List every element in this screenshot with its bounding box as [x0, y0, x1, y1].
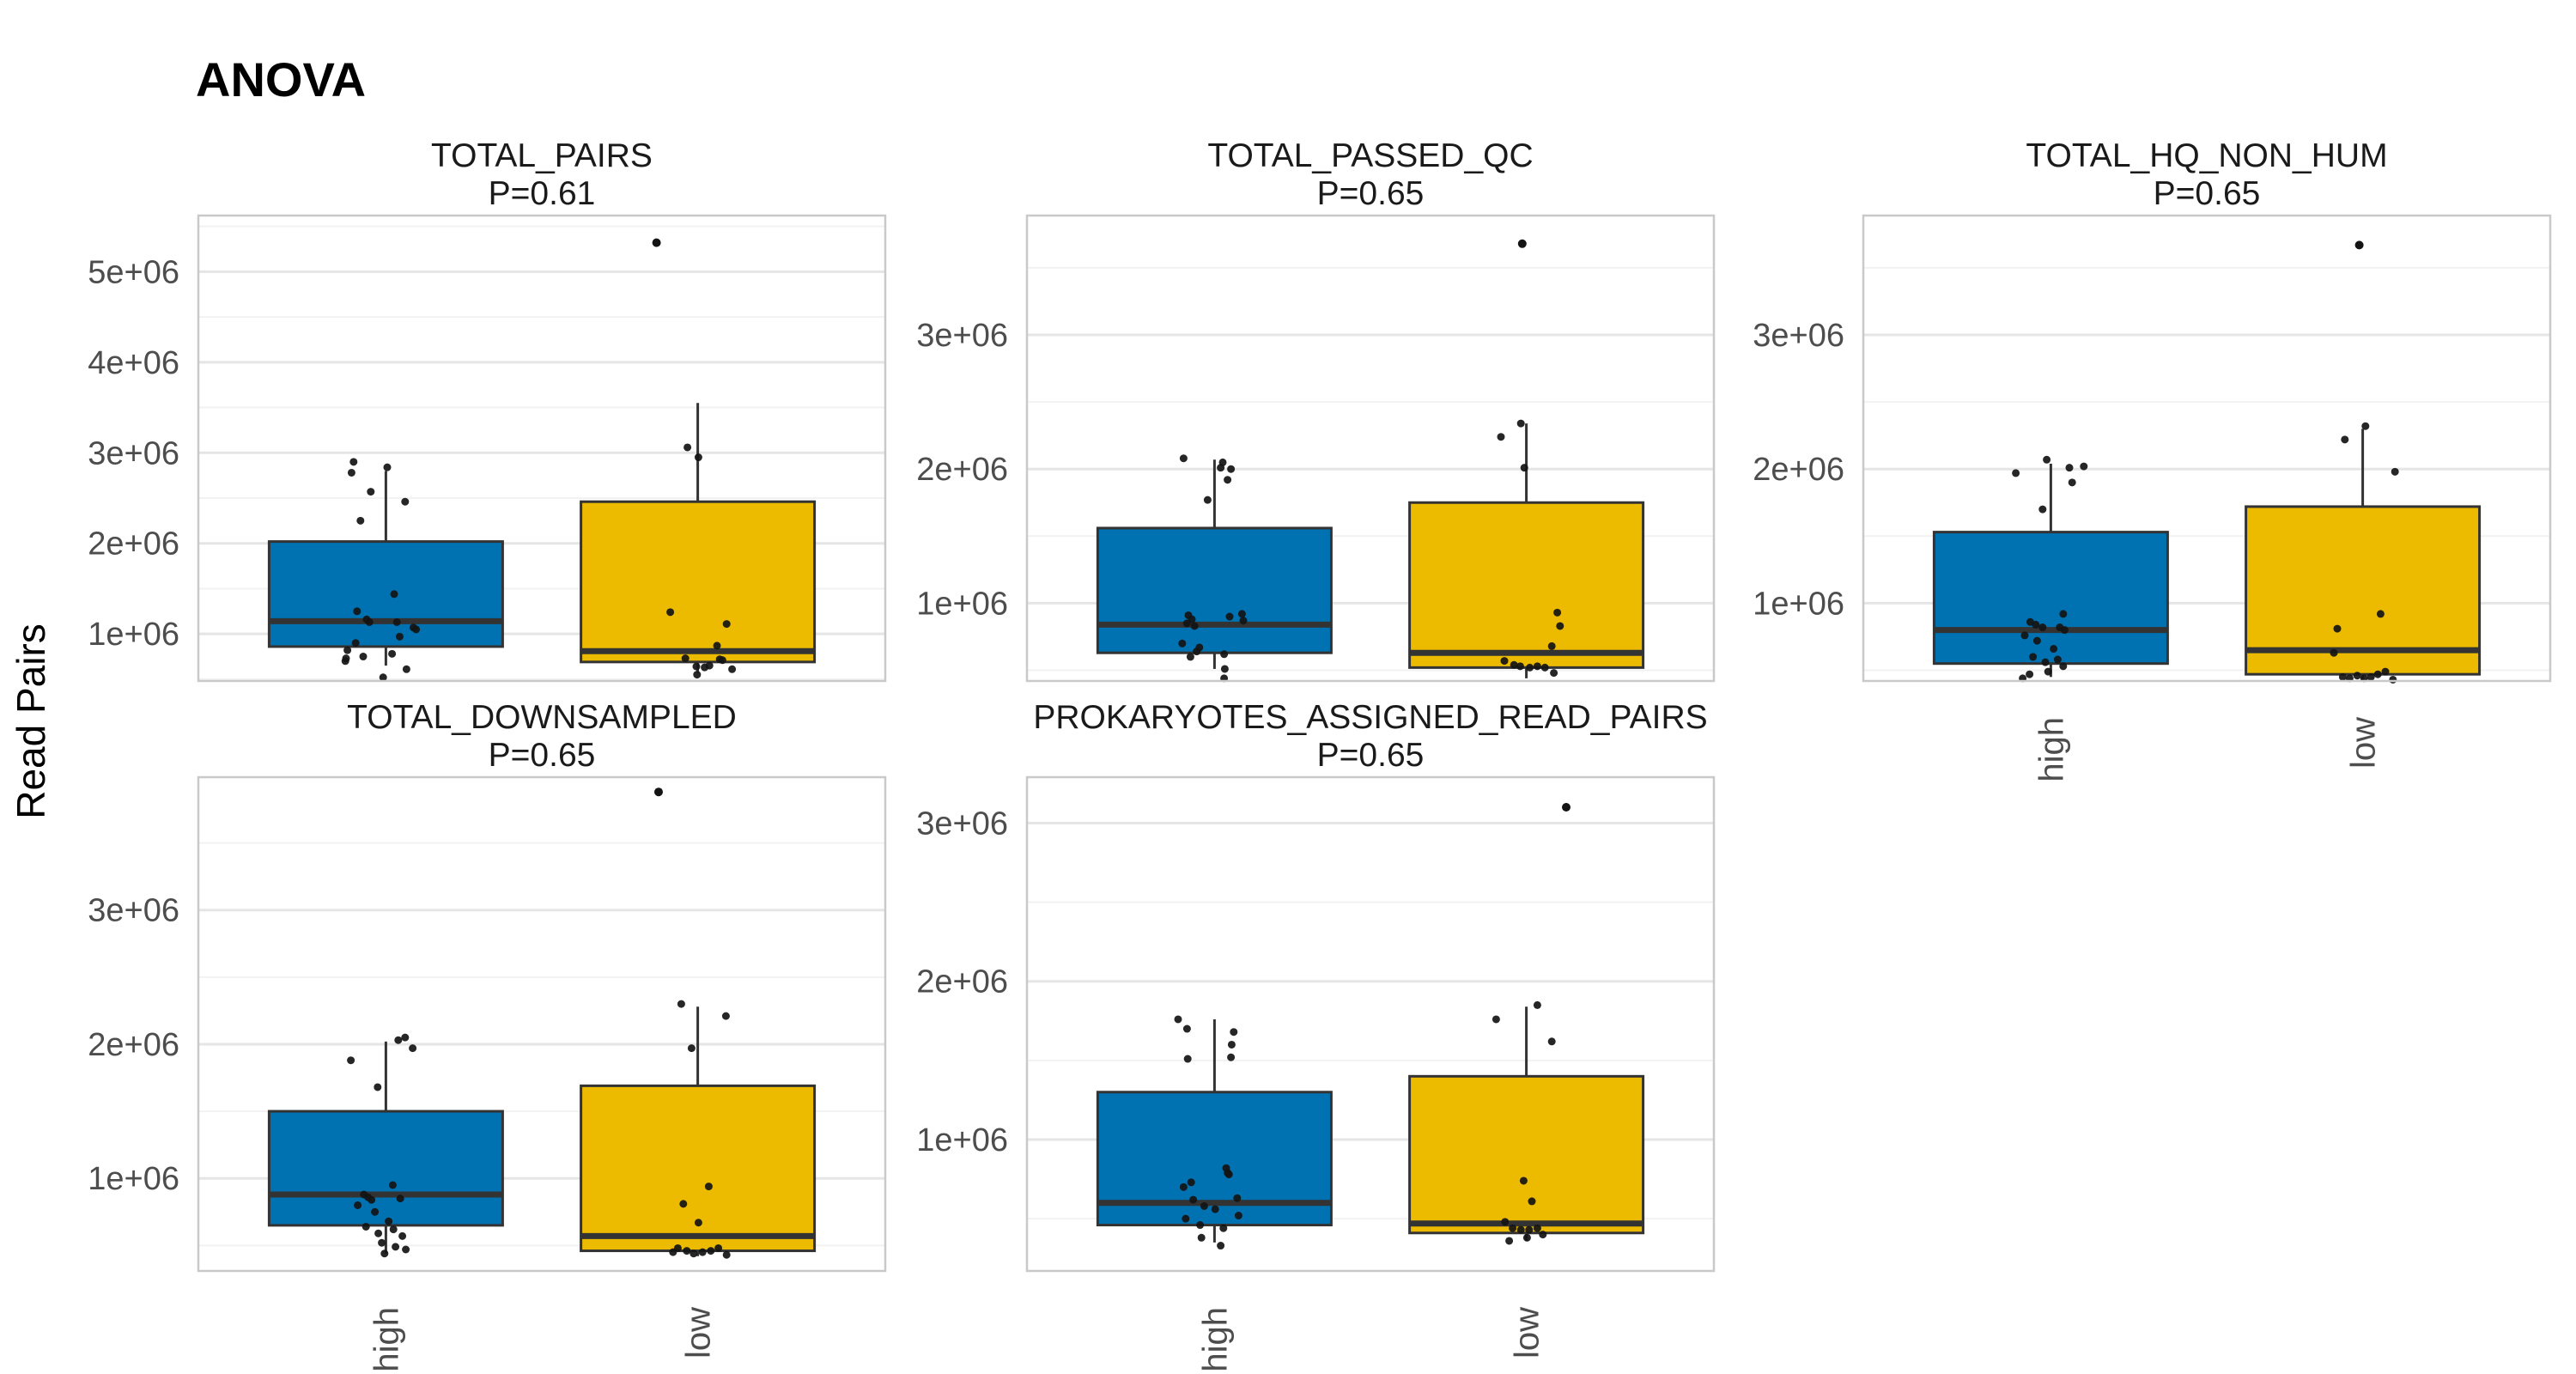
box-group-high	[1096, 454, 1333, 683]
facet-title: TOTAL_PASSED_QC	[1207, 137, 1533, 174]
y-tick-label: 3e+06	[88, 435, 179, 471]
x-axis-group-label: high	[1196, 1307, 1234, 1372]
x-axis-group-label: low	[1509, 1307, 1546, 1359]
jitter-points	[666, 443, 737, 679]
figure-title: ANOVA	[196, 52, 366, 106]
facet-panel-TOTAL_PASSED_QC: TOTAL_PASSED_QCP=0.65 1e+06 2e+06 3e+06	[916, 137, 1716, 683]
y-tick-label: 1e+06	[916, 1122, 1008, 1158]
jitter-points	[2330, 422, 2399, 684]
outlier-point	[1562, 803, 1571, 812]
outlier-point	[652, 238, 661, 247]
iqr-box	[1932, 531, 2169, 666]
jitter-points	[347, 1033, 417, 1258]
y-axis-title: Read Pairs	[9, 623, 53, 819]
panel-border	[1025, 775, 1716, 1273]
facet-title: TOTAL_PAIRS	[431, 137, 653, 174]
x-axis-group-label: low	[2345, 717, 2383, 769]
x-axis-group-label: high	[368, 1307, 405, 1372]
facet-title: PROKARYOTES_ASSIGNED_READ_PAIRS	[1033, 699, 1707, 736]
y-tick-label: 2e+06	[88, 1027, 179, 1063]
y-tick-label: 3e+06	[88, 893, 179, 929]
box-group-high	[1096, 1015, 1333, 1250]
iqr-box	[580, 500, 817, 664]
y-tick-label: 2e+06	[916, 964, 1008, 1000]
y-tick-label: 5e+06	[88, 254, 179, 290]
box-group-high	[1932, 455, 2169, 683]
outlier-point	[2354, 240, 2364, 250]
facet-p-value: P=0.65	[2154, 175, 2261, 212]
jitter-points	[1497, 419, 1564, 678]
panel-border	[197, 775, 887, 1273]
box-group-low	[1408, 803, 1645, 1245]
box-group-low	[2245, 240, 2482, 684]
facet-p-value: P=0.65	[1317, 737, 1425, 774]
y-tick-label: 2e+06	[1753, 452, 1844, 488]
facet-title: TOTAL_HQ_NON_HUM	[2026, 137, 2387, 174]
y-tick-label: 1e+06	[1753, 586, 1844, 622]
panel-border	[197, 214, 887, 683]
box-group-high	[267, 458, 504, 682]
jitter-points	[1178, 454, 1248, 683]
y-tick-label: 1e+06	[88, 1161, 179, 1197]
box-group-low	[1408, 239, 1645, 678]
y-tick-label: 2e+06	[916, 452, 1008, 488]
y-tick-label: 3e+06	[916, 806, 1008, 842]
iqr-box	[1408, 501, 1645, 669]
jitter-points	[1174, 1015, 1242, 1250]
panel-border	[1862, 214, 2552, 683]
iqr-box	[1408, 1074, 1645, 1235]
y-tick-label: 2e+06	[88, 526, 179, 562]
y-tick-label: 1e+06	[88, 617, 179, 653]
iqr-box	[267, 540, 504, 648]
y-tick-label: 1e+06	[916, 586, 1008, 622]
x-axis-group-label: high	[2032, 717, 2070, 782]
iqr-box	[1096, 526, 1333, 654]
iqr-box	[2245, 505, 2482, 676]
box-group-high	[267, 1033, 504, 1258]
box-group-low	[580, 787, 817, 1259]
facet-title: TOTAL_DOWNSAMPLED	[347, 699, 737, 736]
outlier-point	[654, 787, 663, 797]
facet-p-value: P=0.61	[489, 175, 596, 212]
y-tick-label: 3e+06	[916, 318, 1008, 354]
jitter-points	[1492, 1000, 1556, 1245]
jitter-points	[669, 1000, 731, 1259]
y-tick-label: 3e+06	[1753, 318, 1844, 354]
facet-p-value: P=0.65	[489, 737, 596, 774]
y-tick-label: 4e+06	[88, 345, 179, 381]
facet-p-value: P=0.65	[1317, 175, 1425, 212]
jitter-points	[2012, 455, 2088, 683]
jitter-points	[341, 458, 421, 682]
panel-border	[1025, 214, 1716, 683]
box-group-low	[580, 238, 817, 679]
x-axis-group-label: low	[680, 1307, 718, 1359]
outlier-point	[1517, 239, 1527, 248]
iqr-box	[267, 1110, 504, 1227]
